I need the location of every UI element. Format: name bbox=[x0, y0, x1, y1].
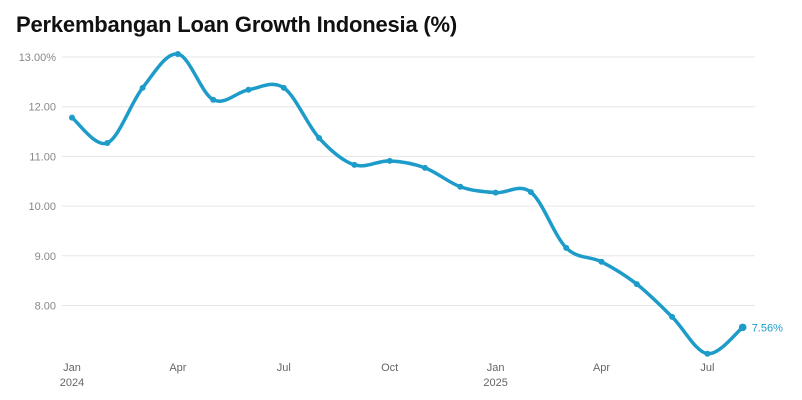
data-point bbox=[280, 84, 287, 91]
y-tick-label: 8.00 bbox=[35, 301, 56, 313]
series-line bbox=[70, 52, 745, 356]
data-point bbox=[633, 281, 640, 288]
y-tick-label: 13.00% bbox=[19, 52, 57, 64]
y-tick-label: 9.00 bbox=[35, 251, 56, 263]
data-point bbox=[386, 157, 393, 164]
y-tick-label: 10.00 bbox=[28, 201, 56, 213]
data-point bbox=[738, 323, 747, 332]
data-point bbox=[598, 258, 605, 265]
data-point bbox=[527, 189, 534, 196]
data-point bbox=[104, 139, 111, 146]
data-point bbox=[316, 135, 323, 142]
x-tick-label: Jul bbox=[277, 362, 291, 374]
data-point bbox=[139, 84, 146, 91]
data-point bbox=[422, 164, 428, 171]
data-point bbox=[210, 96, 217, 103]
x-tick-label: Oct bbox=[381, 362, 398, 374]
x-tick-label: Apr bbox=[169, 362, 186, 374]
data-point bbox=[492, 189, 499, 196]
data-point bbox=[669, 313, 676, 320]
data-point bbox=[245, 86, 252, 93]
x-tick-year: 2024 bbox=[60, 377, 84, 389]
data-point bbox=[69, 114, 75, 121]
chart-title: Perkembangan Loan Growth Indonesia (%) bbox=[16, 12, 458, 37]
y-tick-label: 11.00 bbox=[29, 151, 56, 163]
x-tick-label: Jan bbox=[63, 362, 81, 374]
x-tick-label: Jan bbox=[487, 362, 505, 374]
data-point bbox=[563, 244, 570, 251]
data-point bbox=[174, 51, 181, 58]
x-tick-year: 2025 bbox=[483, 377, 507, 389]
data-point bbox=[351, 161, 358, 168]
x-tick-label: Jul bbox=[700, 362, 714, 374]
y-tick-label: 12.00 bbox=[28, 102, 56, 114]
last-value-label: 7.56% bbox=[752, 322, 783, 334]
data-point bbox=[704, 350, 711, 357]
data-point bbox=[457, 183, 464, 190]
x-tick-label: Apr bbox=[593, 362, 610, 374]
